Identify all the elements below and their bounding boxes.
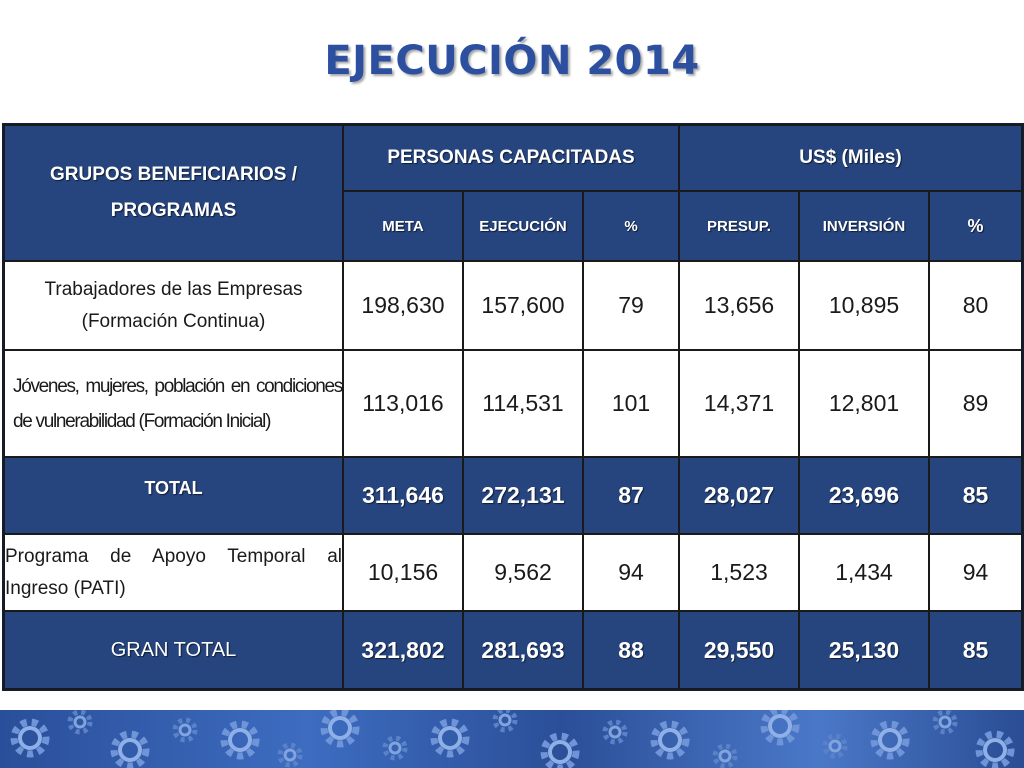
cell-presup: 14,371 [678,349,800,458]
cell-pct: 101 [582,349,680,458]
cell-pct: 89 [927,349,1024,458]
header-persons: PERSONAS CAPACITADAS [342,124,680,192]
cell-inversion: 1,434 [798,533,930,612]
table-row: Programa de Apoyo Temporal al Ingreso (P… [3,533,1024,612]
header-presup: PRESUP. [678,190,800,262]
cell-inversion: 23,696 [798,456,930,535]
header-meta: META [342,190,464,262]
cell-meta: 321,802 [342,610,464,690]
cell-presup: 1,523 [678,533,800,612]
grand-total-row: GRAN TOTAL 321,802 281,693 88 29,550 25,… [3,610,1024,690]
table-row: Trabajadores de las Empresas (Formación … [3,260,1024,351]
cell-pct: 85 [927,456,1024,535]
cell-pct: 87 [582,456,680,535]
slide-title: EJECUCIÓN 2014 [324,38,700,84]
table-row: Jóvenes, mujeres, población en condicion… [3,349,1024,458]
cell-pct: 94 [927,533,1024,612]
cell-meta: 113,016 [342,349,464,458]
cell-pct: 85 [927,610,1024,690]
row-label: Programa de Apoyo Temporal al Ingreso (P… [3,533,344,612]
gear-icon [0,710,1024,768]
header-inversion: INVERSIÓN [798,190,930,262]
header-ejecucion: EJECUCIÓN [462,190,584,262]
execution-table: GRUPOS BENEFICIARIOS / PROGRAMAS PERSONA… [3,124,1024,690]
cell-ejecucion: 281,693 [462,610,584,690]
total-row: TOTAL 311,646 272,131 87 28,027 23,696 8… [3,456,1024,535]
cell-ejecucion: 157,600 [462,260,584,351]
row-label: Jóvenes, mujeres, población en condicion… [3,349,344,458]
cell-presup: 13,656 [678,260,800,351]
grand-total-label: GRAN TOTAL [3,610,344,690]
cell-ejecucion: 9,562 [462,533,584,612]
cell-pct: 79 [582,260,680,351]
header-groups: GRUPOS BENEFICIARIOS / PROGRAMAS [3,124,344,262]
header-pct-usd: % [927,190,1024,262]
header-usd: US$ (Miles) [677,124,1024,192]
cell-inversion: 25,130 [798,610,930,690]
cell-inversion: 12,801 [798,349,930,458]
header-pct-persons: % [582,190,680,262]
gear-banner [0,710,1024,768]
cell-pct: 94 [582,533,680,612]
cell-pct: 88 [582,610,680,690]
cell-meta: 10,156 [342,533,464,612]
cell-meta: 311,646 [342,456,464,535]
cell-presup: 28,027 [678,456,800,535]
cell-ejecucion: 272,131 [462,456,584,535]
row-label: Trabajadores de las Empresas (Formación … [3,260,344,351]
cell-meta: 198,630 [342,260,464,351]
total-label: TOTAL [3,456,344,535]
cell-presup: 29,550 [678,610,800,690]
cell-inversion: 10,895 [798,260,930,351]
cell-pct: 80 [927,260,1024,351]
cell-ejecucion: 114,531 [462,349,584,458]
